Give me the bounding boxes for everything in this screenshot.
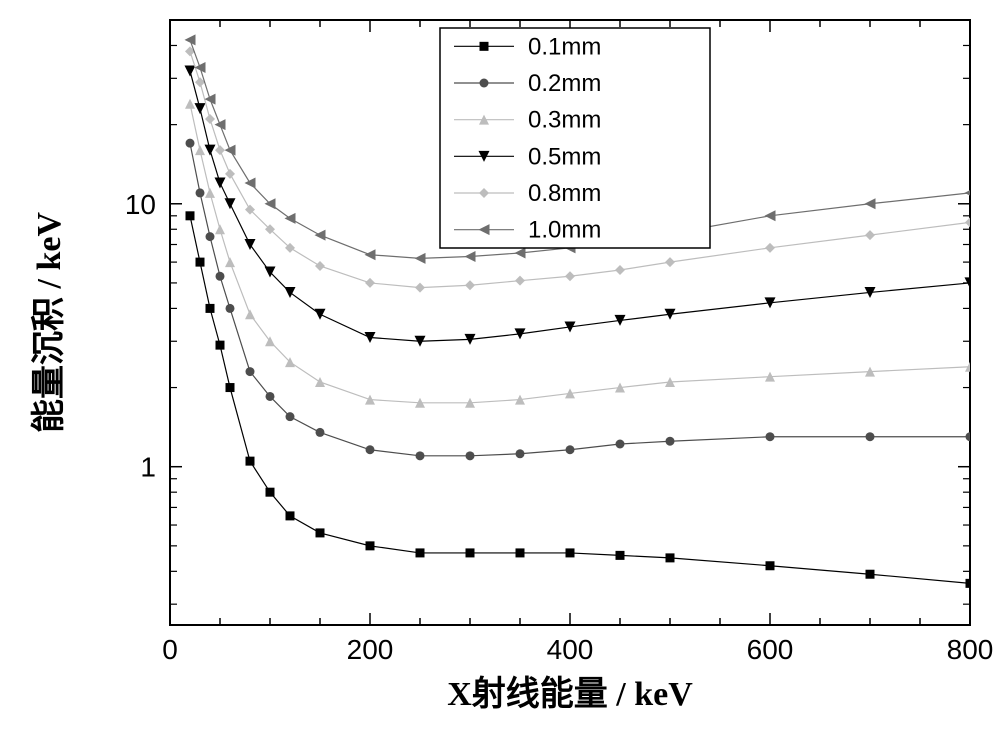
x-tick-label: 600: [747, 634, 794, 665]
y-axis-title: 能量沉积 / keV: [30, 212, 68, 433]
legend-label: 0.1mm: [528, 33, 601, 60]
x-tick-label: 400: [547, 634, 594, 665]
energy-deposition-chart: 0 200 400 600 800 1 10 X射线能量 / keV 能量沉积 / keV 0.1…: [0, 0, 1000, 753]
legend-label: 0.2mm: [528, 70, 601, 97]
legend-label: 0.3mm: [528, 107, 601, 134]
legend-label: 1.0mm: [528, 217, 601, 244]
legend: 0.1mm 0.2mm 0.3mm 0.5mm 0.8mm 1.0mm: [440, 28, 710, 248]
x-tick-label: 0: [162, 634, 178, 665]
y-tick-label: 10: [125, 189, 156, 220]
legend-label: 0.5mm: [528, 143, 601, 170]
x-tick-label: 200: [347, 634, 394, 665]
y-tick-label: 1: [140, 452, 156, 483]
legend-label: 0.8mm: [528, 180, 601, 207]
x-axis-title: X射线能量 / keV: [447, 675, 693, 713]
x-tick-label: 800: [947, 634, 994, 665]
